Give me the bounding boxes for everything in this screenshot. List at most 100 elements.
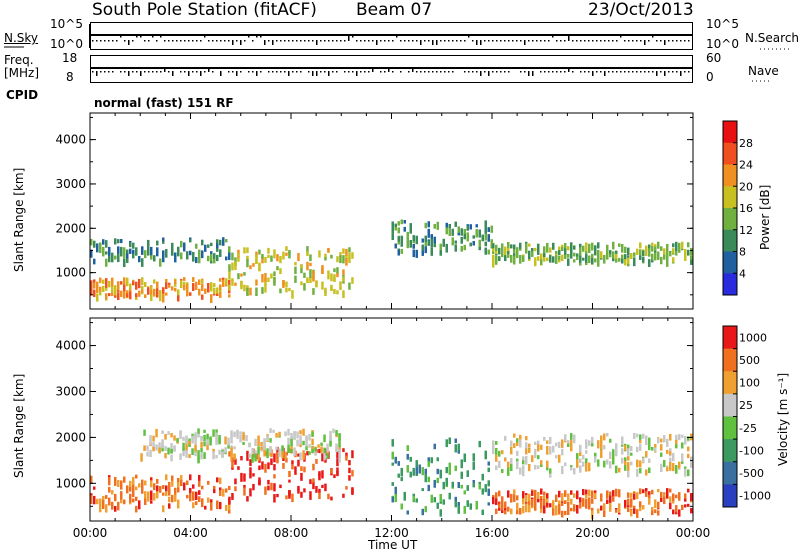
data-cell xyxy=(615,488,618,497)
data-cell xyxy=(102,246,105,253)
data-cell xyxy=(120,281,123,285)
data-cell xyxy=(105,293,108,300)
data-cell xyxy=(329,440,332,447)
data-cell xyxy=(348,467,351,474)
data-cell xyxy=(206,433,209,440)
data-cell xyxy=(275,446,278,451)
trace-point xyxy=(92,71,94,73)
trace-point xyxy=(540,40,542,42)
data-cell xyxy=(495,244,498,253)
data-cell xyxy=(525,243,528,249)
data-cell xyxy=(207,244,210,248)
data-cell xyxy=(198,474,201,484)
data-cell xyxy=(657,438,660,444)
data-cell xyxy=(484,220,487,229)
trace-point xyxy=(476,71,478,73)
data-cell xyxy=(639,468,642,474)
data-cell xyxy=(129,291,132,300)
data-cell xyxy=(594,258,597,263)
data-cell xyxy=(228,264,231,272)
data-cell xyxy=(636,509,639,518)
data-cell xyxy=(276,456,279,464)
data-cell xyxy=(498,460,501,468)
data-cell xyxy=(165,474,168,481)
data-cell xyxy=(669,251,672,256)
data-cell xyxy=(204,288,207,294)
data-cell xyxy=(445,222,448,228)
trace-point xyxy=(260,36,262,38)
data-cell xyxy=(273,483,276,492)
trace-point xyxy=(652,36,654,38)
data-cell xyxy=(591,499,594,504)
data-cell xyxy=(216,254,219,262)
data-cell xyxy=(507,254,510,258)
trace-point xyxy=(680,40,682,42)
data-cell xyxy=(675,494,678,499)
ytick-label: 1000 xyxy=(55,476,86,490)
data-cell xyxy=(186,495,189,499)
data-cell xyxy=(588,247,591,254)
data-cell xyxy=(312,478,315,483)
data-cell xyxy=(203,434,206,442)
trace-point xyxy=(336,40,338,42)
data-cell xyxy=(279,288,282,294)
data-cell xyxy=(436,457,439,462)
trace-point xyxy=(448,40,450,42)
data-cell xyxy=(621,448,624,455)
data-cell xyxy=(267,462,270,470)
data-cell xyxy=(192,286,195,291)
trace-point xyxy=(564,40,566,42)
data-cell xyxy=(430,494,433,503)
data-cell xyxy=(645,491,648,497)
data-cell xyxy=(522,465,525,473)
data-cell xyxy=(246,450,249,455)
data-cell xyxy=(537,444,540,450)
data-cell xyxy=(105,495,108,499)
data-cell xyxy=(394,456,397,462)
data-cell xyxy=(391,439,394,447)
data-cell xyxy=(430,238,433,248)
data-cell xyxy=(231,279,234,286)
data-cell xyxy=(303,466,306,473)
panel-frame-1 xyxy=(89,317,694,522)
trace-point xyxy=(436,40,438,45)
data-cell xyxy=(630,452,633,456)
data-cell xyxy=(240,456,243,461)
trace-point xyxy=(92,40,94,42)
data-cell xyxy=(152,435,155,442)
trace-point xyxy=(144,71,146,73)
data-cell xyxy=(528,250,531,256)
data-cell xyxy=(312,275,315,282)
data-cell xyxy=(149,449,152,458)
data-cell xyxy=(606,459,609,465)
data-cell xyxy=(579,451,582,457)
data-cell xyxy=(234,257,237,265)
data-cell xyxy=(507,242,510,248)
data-cell xyxy=(270,255,273,262)
data-cell xyxy=(300,477,303,481)
data-cell xyxy=(487,234,490,242)
data-cell xyxy=(228,294,231,298)
data-cell xyxy=(324,253,327,257)
data-cell xyxy=(669,502,672,510)
data-cell xyxy=(162,257,165,263)
trace-point xyxy=(392,40,394,42)
beam-label: Beam 07 xyxy=(356,0,433,20)
data-cell xyxy=(194,447,197,457)
trace-point xyxy=(500,40,502,42)
data-cell xyxy=(93,496,96,505)
data-cell xyxy=(636,248,639,255)
data-cell xyxy=(305,435,308,441)
data-cell xyxy=(284,431,287,437)
power-ylabel: Slant Range [km] xyxy=(12,167,26,272)
data-cell xyxy=(165,279,168,283)
data-cell xyxy=(582,498,585,507)
data-cell xyxy=(213,283,216,287)
data-cell xyxy=(315,281,318,285)
data-cell xyxy=(243,473,246,482)
trace-point xyxy=(528,71,530,76)
data-cell xyxy=(663,493,666,498)
ytick-label: 1000 xyxy=(55,266,86,280)
trace-point xyxy=(684,40,686,42)
data-cell xyxy=(93,289,96,298)
